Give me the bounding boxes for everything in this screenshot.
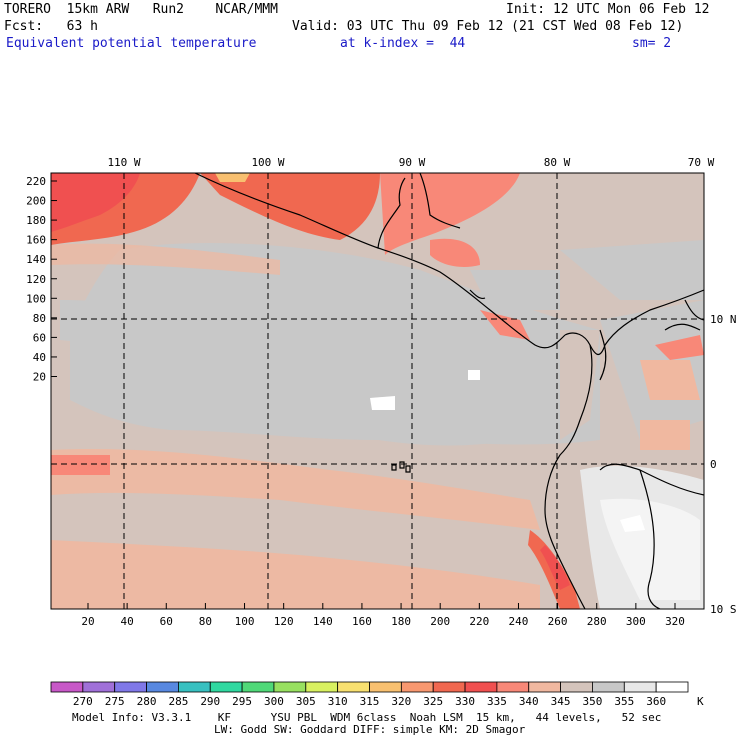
footer-physics: LW: Godd SW: Goddard DIFF: simple KM: 2D…: [214, 723, 526, 736]
y-tick-label: 200: [26, 195, 46, 208]
colorbar-swatch: [432, 681, 466, 693]
colorbar-label: 360: [646, 695, 666, 708]
colorbar-label: 270: [73, 695, 93, 708]
x-tick-label: 240: [509, 615, 529, 628]
colorbar-label: 310: [328, 695, 348, 708]
lat-label: 0: [710, 458, 717, 471]
y-tick-label: 60: [33, 331, 46, 344]
y-tick-label: 40: [33, 351, 46, 364]
field-title: Equivalent potential temperature: [6, 36, 257, 51]
colorbar-label: 335: [487, 695, 507, 708]
colorbar-swatch: [592, 681, 625, 693]
x-tick-label: 140: [313, 615, 333, 628]
colorbar-label: 305: [296, 695, 316, 708]
x-tick-label: 260: [548, 615, 568, 628]
footer-model-info: Model Info: V3.3.1 KF YSU PBL WDM 6class…: [72, 711, 662, 724]
x-tick-label: 20: [81, 615, 94, 628]
x-tick-label: 280: [587, 615, 607, 628]
y-tick-label: 100: [26, 292, 46, 305]
colorbar-swatch: [209, 681, 243, 693]
colorbar-label: 320: [391, 695, 411, 708]
field-level: at k-index = 44: [340, 36, 466, 51]
colorbar-swatch: [146, 681, 179, 693]
colorbar-swatch: [337, 681, 370, 693]
colorbar-swatch: [50, 681, 84, 693]
colorbar-swatch: [560, 681, 593, 693]
x-tick-label: 160: [352, 615, 372, 628]
colorbar-label: 330: [455, 695, 475, 708]
colorbar-label: 325: [423, 695, 443, 708]
colorbar-label: 280: [137, 695, 157, 708]
colorbar-swatch: [114, 681, 147, 693]
x-tick-label: 80: [199, 615, 212, 628]
field-smoothing: sm= 2: [632, 36, 672, 51]
colorbar-label: 275: [105, 695, 125, 708]
coastlines: [194, 173, 704, 609]
colorbar-label: 300: [264, 695, 284, 708]
colorbar-swatch: [400, 681, 434, 693]
temperature-field: [51, 173, 704, 609]
colorbar-swatch: [177, 681, 211, 693]
colorbar-swatch: [623, 681, 657, 693]
x-axis: 20 40 60 80 100 120 140 160 180 200 220 240 260 280 30…: [81, 603, 685, 628]
lon-label: 80 W: [544, 156, 571, 169]
colorbar-swatch: [273, 681, 307, 693]
colorbar-label: 295: [232, 695, 252, 708]
x-tick-label: 100: [235, 615, 255, 628]
colorbar: 270 275 280 285 290 295 300 305 310 315 320 325 330 3…: [50, 681, 689, 708]
lat-label: 10 S: [710, 603, 737, 616]
x-tick-label: 120: [274, 615, 294, 628]
map-frame: [50, 172, 705, 610]
header-model-info: TORERO 15km ARW Run2 NCAR/MMM: [4, 2, 278, 17]
x-tick-label: 200: [430, 615, 450, 628]
lon-label: 110 W: [107, 156, 140, 169]
colorbar-swatch: [82, 681, 116, 693]
colorbar-label: 350: [583, 695, 603, 708]
x-tick-label: 40: [121, 615, 134, 628]
colorbar-swatch: [369, 681, 402, 693]
colorbar-label: 290: [200, 695, 220, 708]
lon-label: 70 W: [688, 156, 715, 169]
y-axis: 220 200 180 160 140 120 100 80 60 40 20: [26, 175, 57, 384]
x-tick-label: 180: [391, 615, 411, 628]
colorbar-label: 355: [614, 695, 634, 708]
y-tick-label: 140: [26, 253, 46, 266]
colorbar-swatch: [305, 681, 339, 693]
header-forecast-hour: Fcst: 63 h: [4, 19, 98, 34]
colorbar-label: 315: [360, 695, 380, 708]
graticule: [51, 173, 704, 609]
colorbar-swatch: [241, 681, 275, 693]
colorbar-label: 345: [551, 695, 571, 708]
colorbar-swatch: [528, 681, 562, 693]
x-tick-label: 320: [665, 615, 685, 628]
header-valid-time: Valid: 03 UTC Thu 09 Feb 12 (21 CST Wed …: [292, 19, 684, 34]
colorbar-swatch: [655, 681, 689, 693]
lon-label: 100 W: [251, 156, 284, 169]
colorbar-label: 285: [168, 695, 188, 708]
header-init-time: Init: 12 UTC Mon 06 Feb 12: [506, 2, 710, 17]
lat-label: 10 N: [710, 313, 737, 326]
colorbar-unit: K: [697, 695, 704, 708]
colorbar-swatch: [464, 681, 498, 693]
y-tick-label: 120: [26, 273, 46, 286]
colorbar-label: 340: [519, 695, 539, 708]
y-tick-label: 160: [26, 234, 46, 247]
x-tick-label: 60: [160, 615, 173, 628]
lon-label: 90 W: [399, 156, 426, 169]
x-tick-label: 300: [626, 615, 646, 628]
y-tick-label: 180: [26, 214, 46, 227]
y-tick-label: 80: [33, 312, 46, 325]
y-tick-label: 20: [33, 371, 46, 384]
y-tick-label: 220: [26, 175, 46, 188]
x-tick-label: 220: [469, 615, 489, 628]
colorbar-swatch: [496, 681, 530, 693]
